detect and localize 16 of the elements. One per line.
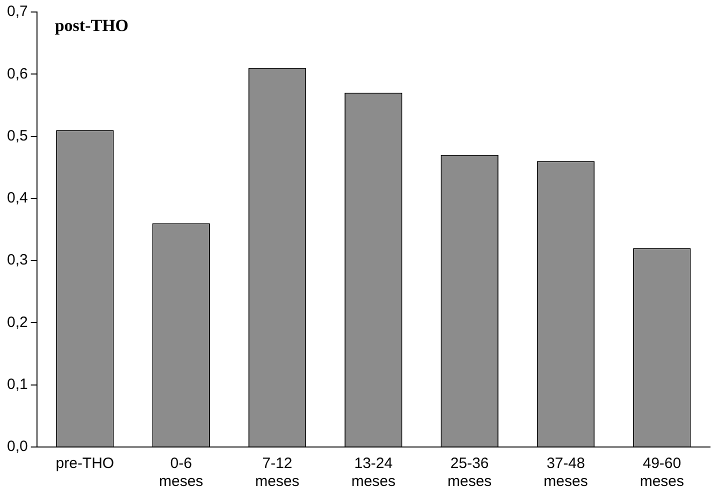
x-tick-label: pre-THO [56,455,114,472]
x-tick-label: 7-12 meses [255,455,300,490]
y-tick-label: 0,6 [6,65,28,82]
y-tick-label: 0,2 [6,314,28,331]
x-tick-label: 37-48 meses [544,455,588,490]
x-tick-label: 25-36 meses [447,455,492,490]
y-tick-label: 0,4 [6,190,28,207]
y-tick-label: 0,5 [6,127,28,144]
y-tick-label: 0,0 [6,438,28,456]
x-tick-label: 13-24 meses [351,455,396,490]
y-tick-label: 0,1 [6,376,28,393]
x-tick-label: 0-6 meses [159,455,204,490]
x-tick-label: 49-60 meses [640,455,684,490]
chart-title: post-THO [54,16,129,35]
y-tick-label: 0,7 [6,3,28,20]
y-tick-label: 0,3 [6,252,28,269]
